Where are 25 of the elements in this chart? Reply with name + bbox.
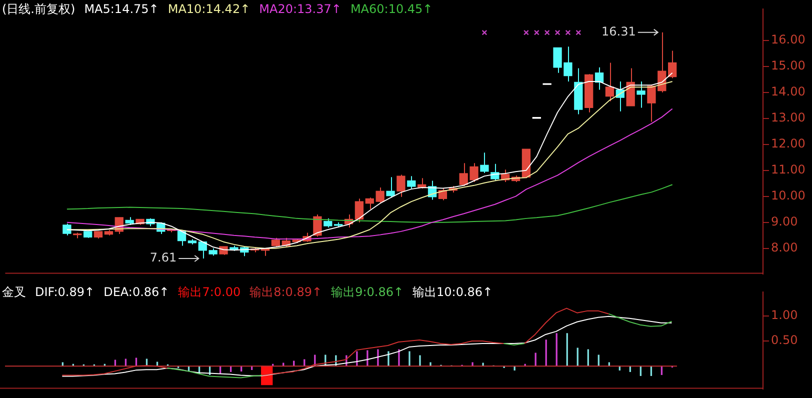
text: 输出7:0.00 xyxy=(178,285,241,299)
text: MA60:10.45↑ xyxy=(350,2,433,16)
y-tick-label: 1.00 xyxy=(771,308,798,322)
y-tick-label: 11.00 xyxy=(771,162,806,176)
y-tick-label: 0.50 xyxy=(771,333,798,348)
text: 输出9:0.86↑ xyxy=(331,285,404,299)
text: MA10:14.42↑ xyxy=(168,2,250,16)
annotation: 16.31 xyxy=(602,24,636,38)
y-tick-label: 12.00 xyxy=(771,136,806,150)
chart-title: (日线.前复权) xyxy=(2,2,76,16)
y-tick-label: 13.00 xyxy=(771,110,806,124)
y-tick-label: 15.00 xyxy=(771,58,806,73)
chart-title: 金叉 xyxy=(2,285,26,299)
text: 输出10:0.86↑ xyxy=(412,285,493,299)
text: 输出8:0.89↑ xyxy=(250,285,322,299)
y-tick-label: 9.00 xyxy=(771,214,798,228)
annotation: DIF:0.89↑ xyxy=(35,285,95,299)
y-tick-label: 8.00 xyxy=(771,240,798,254)
y-tick-label: 16.00 xyxy=(771,32,806,47)
text: MA5:14.75↑ xyxy=(84,2,159,16)
annotation: DEA:0.86↑ xyxy=(104,285,170,299)
y-tick-label: 10.00 xyxy=(771,188,806,202)
text: MA20:13.37↑ xyxy=(259,2,342,16)
annotation: 7.61 xyxy=(150,250,177,265)
y-tick-label: 14.00 xyxy=(771,84,806,98)
